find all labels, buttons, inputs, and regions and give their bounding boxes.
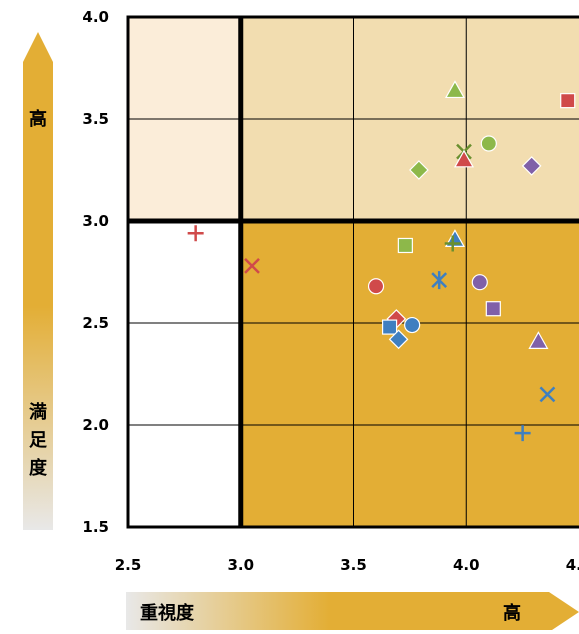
y-tick-label-2: 2.5 [82, 314, 109, 332]
point-square-10 [397, 237, 413, 254]
y-tick-label-5: 4.0 [82, 8, 109, 26]
y-axis-title-char-2: 足 [29, 430, 47, 451]
point-circle-17 [404, 316, 421, 334]
point-plus-7 [187, 225, 204, 242]
point-diamond-19 [388, 329, 409, 350]
y-tick-label-1: 2.0 [82, 416, 109, 434]
point-square-18 [381, 319, 398, 335]
y-axis-title-char-1: 満 [29, 401, 47, 423]
x-axis-title: 重視度 [140, 602, 195, 624]
x-tick-label-4: 4.5 [566, 556, 579, 574]
x-tick-label-0: 2.5 [115, 556, 142, 574]
x-tick-label-3: 4.0 [453, 556, 480, 574]
point-x-11 [244, 257, 260, 274]
point-x-21 [539, 386, 556, 403]
point-circle-13 [471, 274, 488, 291]
x-axis-arrow [126, 592, 579, 632]
x-axis-high-label: 高 [503, 602, 521, 624]
point-plus-22 [514, 425, 531, 442]
y-tick-label-0: 1.5 [82, 518, 109, 536]
point-triangle-0 [444, 80, 466, 99]
quadrant-lower-left [128, 221, 241, 527]
quadrant-lower-right [240, 221, 579, 527]
point-plus-9 [444, 235, 461, 252]
x-tick-label-1: 3.0 [227, 556, 254, 574]
point-square-15 [485, 301, 501, 317]
plot-area: 1.5 2.0 2.5 3.0 3.5 4.0 2.5 3.0 3.5 4.0 4.5 [82, 8, 579, 574]
x-tick-label-2: 3.5 [340, 556, 367, 574]
y-tick-label-4: 3.5 [82, 110, 109, 128]
point-triangle-20 [528, 331, 549, 349]
point-triangle-4 [453, 149, 475, 168]
point-square-1 [560, 93, 576, 109]
y-axis-high-label: 高 [29, 108, 47, 130]
point-diamond-6 [409, 160, 429, 180]
y-axis-arrow [23, 32, 53, 530]
y-tick-label-3: 3.0 [82, 212, 109, 230]
point-circle-14 [367, 278, 385, 295]
y-axis-title-char-3: 度 [29, 457, 48, 479]
point-circle-2 [480, 135, 497, 152]
point-diamond-5 [521, 156, 542, 176]
point-asterisk-12 [431, 271, 448, 290]
